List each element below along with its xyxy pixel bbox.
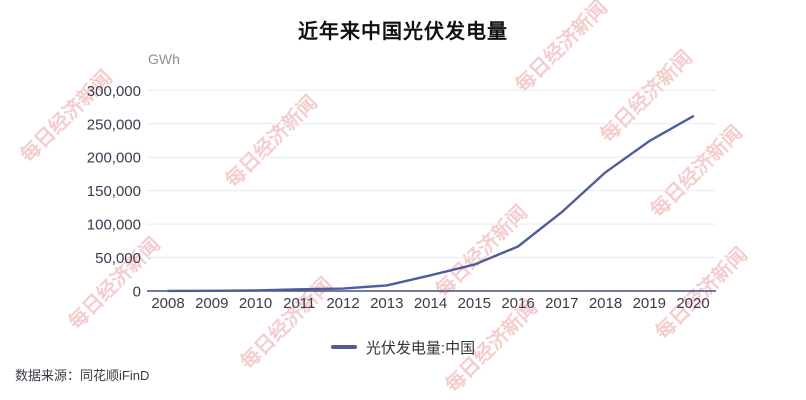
x-tick-label: 2008 [151,295,184,312]
x-tick-label: 2012 [326,295,359,312]
pv-generation-line [166,115,695,293]
y-tick-label: 250,000 [87,116,141,133]
y-tick-label: 150,000 [87,183,141,200]
y-tick-label: 200,000 [87,150,141,167]
x-tick-label: 2014 [414,295,447,312]
x-tick-label: 2016 [501,295,534,312]
x-tick-label: 2011 [283,295,315,312]
x-tick-label: 2013 [370,295,403,312]
x-tick-label: 2019 [633,295,666,312]
y-tick-label: 0 [133,284,141,301]
y-tick-label: 300,000 [87,83,141,100]
x-tick-label: 2017 [545,295,578,312]
y-axis-unit-label: GWh [148,51,180,67]
x-tick-label: 2018 [589,295,622,312]
x-tick-label: 2010 [239,295,272,312]
legend: 光伏发电量:中国 [0,336,806,358]
y-tick-label: 50,000 [95,250,141,267]
legend-line-marker [330,345,357,349]
y-tick-label: 100,000 [87,217,141,234]
chart-title: 近年来中国光伏发电量 [298,21,508,43]
x-tick-label: 2020 [676,295,709,312]
x-tick-label: 2009 [195,295,228,312]
data-source-note: 数据来源：同花顺iFinD [15,368,150,383]
legend-series-label: 光伏发电量:中国 [365,339,476,357]
x-tick-label: 2015 [458,295,491,312]
